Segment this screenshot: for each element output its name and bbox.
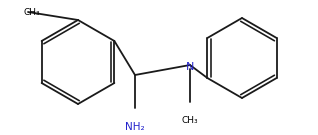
Text: NH₂: NH₂ — [125, 122, 145, 132]
Text: CH₃: CH₃ — [24, 8, 41, 17]
Text: CH₃: CH₃ — [182, 116, 198, 125]
Text: N: N — [186, 62, 194, 72]
